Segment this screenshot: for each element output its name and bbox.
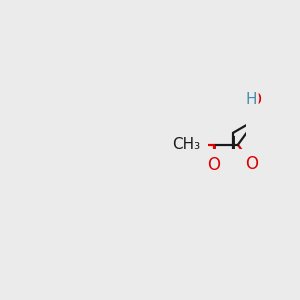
Text: O: O xyxy=(183,136,196,154)
Text: O: O xyxy=(246,155,259,173)
Text: O: O xyxy=(248,91,261,109)
Text: O: O xyxy=(207,156,220,174)
Text: CH₃: CH₃ xyxy=(172,137,200,152)
Text: H: H xyxy=(246,92,257,107)
